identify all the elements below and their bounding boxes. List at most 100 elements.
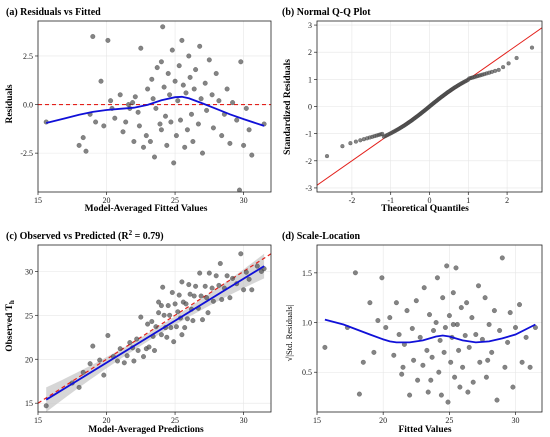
panel-d-plot-area: 15 20 25 30 0.5 1.0 1.5 bbox=[302, 244, 543, 425]
data-point bbox=[190, 138, 196, 144]
data-point bbox=[404, 308, 410, 314]
data-point bbox=[127, 340, 133, 346]
data-point bbox=[179, 37, 185, 43]
data-point bbox=[80, 369, 86, 375]
data-point bbox=[476, 283, 482, 289]
data-point bbox=[230, 275, 236, 281]
data-point bbox=[199, 150, 205, 156]
data-point bbox=[149, 319, 155, 325]
data-point bbox=[246, 127, 252, 133]
data-point bbox=[105, 37, 111, 43]
data-point bbox=[209, 92, 215, 98]
data-point bbox=[153, 324, 159, 330]
data-point bbox=[523, 334, 529, 340]
data-point bbox=[76, 384, 82, 390]
data-point bbox=[112, 115, 118, 121]
data-point bbox=[353, 139, 358, 144]
data-point bbox=[510, 384, 516, 390]
data-point bbox=[183, 90, 189, 96]
data-point bbox=[246, 276, 252, 282]
data-point bbox=[169, 290, 175, 296]
data-point bbox=[156, 299, 162, 305]
data-point bbox=[93, 119, 99, 125]
x-tick-label: 25 bbox=[171, 416, 179, 425]
data-point bbox=[249, 287, 255, 293]
data-point bbox=[227, 295, 233, 301]
data-point bbox=[169, 47, 175, 53]
data-point bbox=[138, 45, 144, 51]
y-tick-label: 20 bbox=[25, 355, 33, 364]
data-point bbox=[135, 348, 141, 354]
panel-c-title: (c) Observed vs Predicted (R2 = 0.79) bbox=[6, 229, 164, 242]
data-point bbox=[442, 325, 448, 331]
data-point bbox=[482, 295, 488, 301]
data-point bbox=[149, 76, 155, 82]
data-point bbox=[434, 275, 440, 281]
data-point bbox=[202, 283, 208, 289]
x-tick-label: 15 bbox=[313, 416, 321, 425]
data-point bbox=[491, 308, 497, 314]
data-point bbox=[446, 313, 452, 319]
plot-frame bbox=[37, 20, 272, 193]
panel-b-xlabel: Theoretical Quantiles bbox=[381, 204, 469, 214]
panel-a-xlabel: Model-Averaged Fitted Values bbox=[85, 204, 208, 214]
data-point bbox=[457, 384, 463, 390]
data-point bbox=[243, 105, 249, 111]
panel-d-ylabel: √|Std. Residuals| bbox=[284, 304, 294, 361]
data-point bbox=[464, 300, 470, 306]
data-point bbox=[450, 290, 456, 296]
data-point bbox=[124, 353, 130, 359]
panel-c-xlabel: Model-Averaged Predictions bbox=[88, 425, 204, 435]
data-point bbox=[497, 328, 503, 334]
data-point bbox=[383, 325, 389, 331]
data-point bbox=[393, 300, 399, 306]
data-point bbox=[193, 283, 199, 289]
data-point bbox=[171, 160, 177, 166]
data-point bbox=[197, 43, 203, 49]
data-point bbox=[105, 333, 111, 339]
data-point bbox=[486, 322, 492, 328]
y-tick-label: 0 bbox=[308, 103, 312, 112]
data-point bbox=[90, 343, 96, 349]
panel-c-plot-area: 15 20 25 30 15 20 25 30 bbox=[25, 244, 272, 425]
panel-b-plot-area: -2 -1 0 1 2 -3 -2 -1 0 1 2 3 bbox=[305, 20, 543, 205]
data-point bbox=[427, 312, 433, 318]
data-point bbox=[210, 298, 216, 304]
data-point bbox=[158, 127, 164, 133]
data-point bbox=[462, 333, 468, 339]
data-point bbox=[190, 318, 196, 324]
data-point bbox=[187, 291, 193, 297]
data-point bbox=[441, 349, 447, 355]
data-point bbox=[117, 92, 123, 98]
panel-observed-vs-predicted: (c) Observed vs Predicted (R2 = 0.79) Mo… bbox=[5, 229, 272, 435]
data-point bbox=[348, 141, 353, 146]
data-point bbox=[219, 297, 225, 303]
data-point bbox=[360, 359, 366, 365]
data-point bbox=[121, 360, 127, 366]
panel-a-title: (a) Residuals vs Fitted bbox=[6, 7, 101, 18]
data-point bbox=[340, 144, 345, 149]
data-point bbox=[158, 332, 164, 338]
data-point bbox=[165, 303, 171, 309]
data-point bbox=[213, 70, 219, 76]
data-point bbox=[150, 96, 156, 102]
data-point bbox=[469, 315, 475, 321]
data-point bbox=[131, 358, 137, 364]
y-tick-label: 0.0 bbox=[23, 101, 33, 110]
y-tick-label: -3 bbox=[305, 184, 312, 193]
data-point bbox=[164, 142, 170, 148]
data-point bbox=[429, 354, 435, 360]
data-point bbox=[494, 397, 500, 403]
data-point bbox=[227, 140, 233, 146]
data-point bbox=[162, 113, 168, 119]
data-point bbox=[160, 24, 166, 30]
data-point bbox=[158, 59, 164, 65]
y-tick-label: -2.5 bbox=[20, 149, 33, 158]
x-tick-label: 20 bbox=[103, 416, 111, 425]
data-point bbox=[167, 312, 173, 318]
data-point bbox=[438, 392, 444, 398]
data-point bbox=[407, 392, 413, 398]
data-point bbox=[134, 336, 140, 342]
data-point bbox=[506, 61, 511, 66]
data-point bbox=[165, 70, 171, 76]
